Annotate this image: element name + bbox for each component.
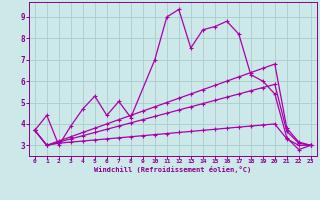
X-axis label: Windchill (Refroidissement éolien,°C): Windchill (Refroidissement éolien,°C) <box>94 166 252 173</box>
